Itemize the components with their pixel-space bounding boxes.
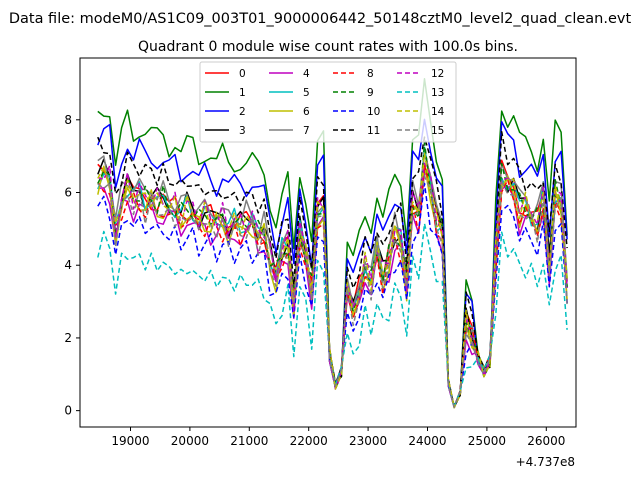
legend-label: 14 [431, 106, 445, 118]
x-tick-label: 20000 [171, 434, 209, 448]
y-tick-label: 8 [64, 113, 72, 127]
legend-label: 9 [367, 87, 374, 99]
legend-label: 5 [303, 87, 310, 99]
series-lines-group [97, 78, 568, 409]
legend-label: 7 [303, 125, 310, 137]
legend-label: 11 [367, 125, 380, 137]
legend-label: 13 [431, 87, 444, 99]
legend-label: 8 [367, 68, 374, 80]
legend-label: 0 [239, 68, 246, 80]
x-tick-label: 19000 [111, 434, 149, 448]
y-tick-label: 2 [64, 331, 72, 345]
x-tick-label: 23000 [349, 434, 387, 448]
figure-suptitle: Data file: modeM0/AS1C09_003T01_90000064… [9, 11, 632, 27]
legend-label: 10 [367, 106, 380, 118]
legend-label: 3 [239, 125, 246, 137]
legend-label: 6 [303, 106, 310, 118]
y-tick-label: 0 [64, 404, 72, 418]
legend-label: 1 [239, 87, 246, 99]
legend-label: 2 [239, 106, 246, 118]
x-tick-label: 24000 [408, 434, 446, 448]
x-tick-label: 25000 [468, 434, 506, 448]
y-tick-label: 4 [64, 258, 72, 272]
y-tick-label: 6 [64, 186, 72, 200]
x-tick-label: 26000 [527, 434, 565, 448]
y-axis: 0 2 4 6 8 [64, 113, 80, 418]
x-tick-label: 21000 [230, 434, 268, 448]
series-line-15 [97, 175, 568, 408]
legend-label: 12 [431, 68, 444, 80]
plot-frame [79, 57, 577, 428]
legend-label: 4 [303, 68, 310, 80]
x-tick-label: 22000 [290, 434, 328, 448]
series-line-14 [97, 152, 568, 409]
legend-label: 15 [431, 125, 444, 137]
x-axis: 19000 20000 21000 22000 23000 24000 25000 26000 [111, 427, 565, 448]
legend-box [199, 61, 457, 143]
series-line-7 [97, 153, 568, 409]
chart-title: Quadrant 0 module wise count rates with … [138, 39, 518, 55]
x-axis-offset-label: +4.737e8 [516, 455, 575, 469]
